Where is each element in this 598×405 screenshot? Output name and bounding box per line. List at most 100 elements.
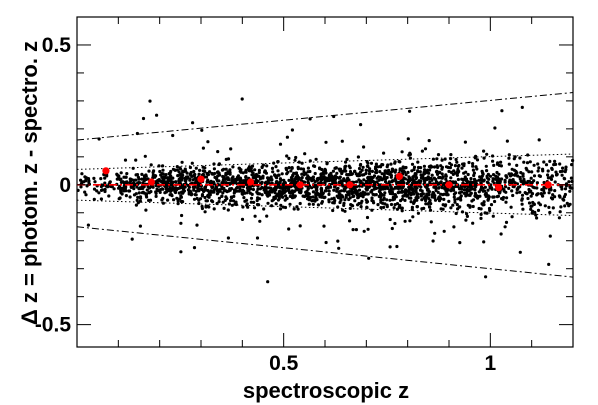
- scatter-point: [423, 178, 427, 182]
- scatter-point: [270, 166, 275, 170]
- scatter-point: [285, 135, 289, 139]
- scatter-point: [222, 175, 226, 180]
- scatter-point: [372, 187, 376, 191]
- scatter-point: [447, 199, 451, 203]
- scatter-point: [177, 191, 181, 195]
- scatter-point: [564, 168, 568, 172]
- scatter-point: [460, 210, 465, 214]
- scatter-point: [475, 158, 480, 162]
- scatter-point: [477, 178, 481, 182]
- scatter-point: [404, 165, 408, 170]
- scatter-point: [180, 160, 184, 164]
- scatter-point: [464, 194, 468, 198]
- scatter-point: [529, 207, 533, 211]
- scatter-point: [408, 156, 412, 160]
- scatter-point: [562, 195, 567, 199]
- scatter-point: [333, 199, 337, 203]
- scatter-point: [306, 170, 310, 174]
- scatter-point: [466, 172, 470, 177]
- scatter-point: [401, 185, 405, 189]
- scatter-point: [370, 196, 374, 200]
- scatter-point: [568, 189, 572, 193]
- scatter-point: [455, 160, 459, 164]
- axis-ticks: [77, 16, 574, 347]
- scatter-point: [224, 181, 228, 185]
- scatter-point: [527, 201, 532, 205]
- scatter-point: [379, 198, 383, 202]
- scatter-point: [393, 161, 397, 165]
- scatter-point: [200, 128, 204, 132]
- scatter-point: [561, 166, 565, 170]
- scatter-point: [465, 212, 469, 216]
- scatter-point: [365, 200, 369, 204]
- scatter-point: [233, 189, 237, 194]
- scatter-point: [93, 180, 97, 184]
- scatter-point: [103, 187, 107, 192]
- band-line-1: [76, 226, 574, 278]
- scatter-point: [490, 187, 494, 191]
- scatter-point: [257, 170, 261, 175]
- scatter-point: [571, 158, 575, 163]
- scatter-point: [206, 140, 210, 144]
- scatter-point: [245, 202, 249, 206]
- scatter-point: [220, 187, 225, 191]
- scatter-point: [452, 225, 456, 229]
- scatter-point: [520, 180, 524, 184]
- scatter-point: [569, 186, 573, 190]
- scatter-point: [398, 168, 402, 172]
- scatter-point: [350, 187, 355, 191]
- scatter-point: [124, 175, 128, 179]
- scatter-point: [553, 159, 557, 163]
- scatter-point: [348, 196, 352, 200]
- scatter-point: [403, 198, 407, 202]
- scatter-point: [269, 178, 273, 182]
- scatter-point: [224, 157, 228, 161]
- scatter-point: [532, 174, 537, 178]
- scatter-point: [428, 198, 432, 203]
- scatter-point: [205, 180, 209, 184]
- scatter-point: [433, 231, 437, 235]
- scatter-point: [485, 152, 489, 156]
- scatter-point: [355, 185, 359, 189]
- scatter-point: [370, 208, 374, 212]
- scatter-point: [376, 165, 380, 169]
- scatter-point: [452, 188, 456, 192]
- scatter-point: [392, 206, 396, 210]
- scatter-point: [132, 178, 136, 182]
- scatter-point: [536, 208, 541, 212]
- scatter-point: [194, 166, 198, 170]
- scatter-point: [408, 219, 412, 223]
- scatter-point: [496, 161, 500, 165]
- bin-mean-point: [544, 181, 552, 189]
- scatter-point: [489, 203, 494, 207]
- scatter-point: [240, 97, 244, 101]
- scatter-point: [274, 175, 278, 179]
- scatter-point: [176, 199, 180, 203]
- y-tick-label: 0: [59, 174, 71, 197]
- scatter-point: [412, 174, 416, 178]
- scatter-point: [343, 198, 347, 202]
- scatter-point: [335, 189, 339, 193]
- scatter-point: [541, 194, 545, 198]
- scatter-point: [253, 168, 257, 172]
- scatter-point: [352, 180, 356, 184]
- scatter-point: [263, 170, 267, 174]
- scatter-point: [135, 185, 139, 189]
- scatter-point: [465, 214, 469, 218]
- scatter-point: [449, 176, 453, 180]
- scatter-point: [557, 216, 562, 220]
- scatter-point: [331, 201, 335, 205]
- scatter-point: [306, 166, 310, 170]
- scatter-point: [356, 195, 360, 199]
- scatter-point: [553, 189, 557, 193]
- scatter-point: [299, 167, 303, 171]
- scatter-point: [554, 170, 558, 174]
- scatter-point: [158, 190, 162, 194]
- scatter-point: [192, 169, 196, 174]
- scatter-point: [359, 201, 363, 205]
- scatter-point: [306, 186, 310, 190]
- scatter-point: [442, 197, 446, 201]
- scatter-point: [360, 173, 365, 177]
- scatter-point: [426, 168, 430, 172]
- scatter-point: [513, 173, 517, 177]
